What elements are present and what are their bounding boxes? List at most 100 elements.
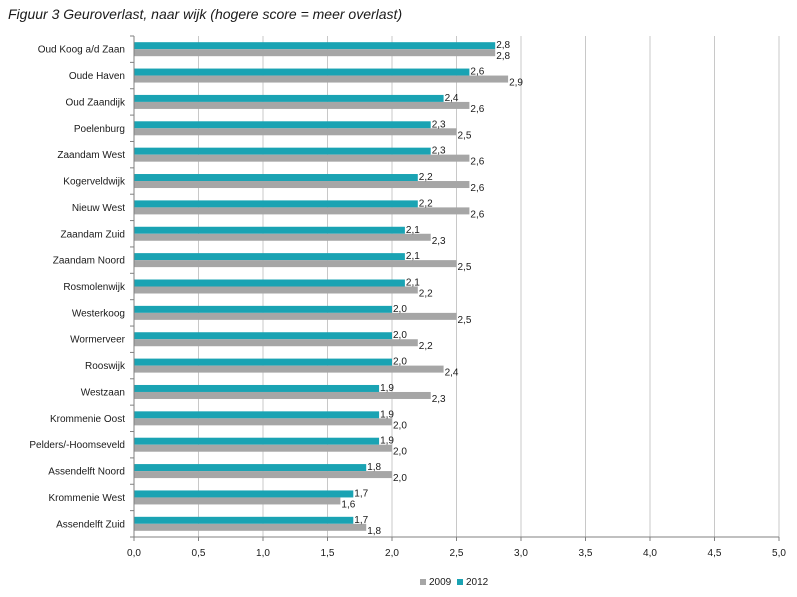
chart-title: Figuur 3 Geuroverlast, naar wijk (hogere… [8,6,403,22]
bars [134,42,509,531]
category-label: Poelenburg [74,124,125,135]
x-tick-label: 2,0 [385,548,399,559]
category-label: Westzaan [81,387,125,398]
value-label-2012: 1,8 [367,462,381,473]
value-label-2009: 1,8 [367,526,381,537]
category-label: Rosmolenwijk [63,282,126,293]
value-label-2012: 2,3 [432,119,446,130]
x-tick-label: 4,0 [643,548,657,559]
bar-2012 [134,358,392,366]
value-label-2009: 2,4 [445,368,459,379]
legend-swatch [457,579,463,585]
value-label-2009: 2,3 [432,236,446,247]
bar-2009 [134,339,418,347]
value-label-2012: 2,0 [393,304,407,315]
category-label: Krommenie West [48,493,125,504]
value-label-2012: 2,2 [419,172,433,183]
legend-label: 2012 [466,577,489,588]
value-label-2009: 2,6 [470,183,484,194]
value-label-2012: 2,1 [406,278,420,289]
value-label-2012: 1,9 [380,436,394,447]
bar-2009 [134,154,470,162]
category-label: Wormerveer [70,335,125,346]
bar-2012 [134,437,380,445]
value-label-2009: 2,3 [432,394,446,405]
bar-2009 [134,75,509,83]
bar-2009 [134,418,392,426]
value-label-2012: 2,1 [406,251,420,262]
category-label: Assendelft Noord [48,467,125,478]
bar-2012 [134,174,418,182]
value-label-2012: 2,1 [406,225,420,236]
x-tick-label: 1,5 [321,548,335,559]
bar-2012 [134,94,444,102]
bar-2009 [134,181,470,189]
bar-2009 [134,497,341,505]
value-label-2012: 2,8 [496,40,510,51]
bar-2009 [134,260,457,268]
bar-2009 [134,233,431,241]
value-label-2012: 1,7 [354,515,368,526]
category-label: Zaandam West [57,150,125,161]
bar-2012 [134,121,431,129]
bar-2012 [134,384,380,392]
value-label-2009: 2,8 [496,51,510,62]
x-tick-label: 3,0 [514,548,528,559]
category-label: Krommenie Oost [50,414,125,425]
category-label: Nieuw West [72,203,125,214]
bar-2012 [134,42,496,50]
x-tick-label: 1,0 [256,548,270,559]
category-label: Oud Koog a/d Zaan [38,45,125,56]
x-tick-labels: 0,0 0,5 1,0 1,5 2,0 2,5 3,0 3,5 4,0 4,5 5,0 [127,548,786,559]
bar-2012 [134,411,380,419]
bar-2012 [134,226,405,234]
value-label-2009: 2,2 [419,341,433,352]
legend-label: 2009 [429,577,452,588]
category-labels: Oud Koog a/d Zaan Oude Haven Oud Zaandijk P… [29,45,126,531]
x-tick-label: 5,0 [772,548,786,559]
bar-2009 [134,391,431,399]
value-label-2009: 2,6 [470,209,484,220]
value-label-2012: 2,0 [393,357,407,368]
category-label: Assendelft Zuid [56,519,125,530]
value-label-2012: 2,0 [393,330,407,341]
value-label-2009: 2,0 [393,473,407,484]
value-label-2012: 2,4 [445,93,459,104]
category-label: Oude Haven [69,71,125,82]
bar-2009 [134,207,470,215]
bar-2012 [134,305,392,313]
value-labels: 2,82,82,62,92,42,62,32,52,32,62,22,62,22… [341,40,523,537]
category-label: Rooswijk [85,361,126,372]
x-tick-label: 0,5 [192,548,206,559]
category-label: Zaandam Zuid [61,229,125,240]
bar-2009 [134,444,392,452]
bar-2012 [134,490,354,498]
value-label-2012: 1,9 [380,409,394,420]
value-label-2012: 2,2 [419,198,433,209]
bar-2012 [134,279,405,287]
category-label: Kogerveldwijk [63,177,126,188]
value-label-2009: 2,6 [470,157,484,168]
value-label-2009: 2,2 [419,289,433,300]
legend: 2009 2012 [420,577,489,588]
axes [130,35,780,541]
x-tick-label: 3,5 [579,548,593,559]
value-label-2009: 2,6 [470,104,484,115]
bar-2009 [134,128,457,136]
legend-swatch [420,579,426,585]
bar-2012 [134,332,392,340]
x-tick-label: 2,5 [450,548,464,559]
bar-2012 [134,200,418,208]
value-label-2009: 2,5 [458,130,472,141]
bar-2009 [134,471,392,479]
value-label-2012: 1,9 [380,383,394,394]
bar-2009 [134,312,457,320]
category-label: Oud Zaandijk [66,97,126,108]
value-label-2012: 1,7 [354,488,368,499]
bar-2012 [134,464,367,472]
category-label: Zaandam Noord [53,256,125,267]
value-label-2009: 2,5 [458,262,472,273]
bar-2009 [134,286,418,294]
x-tick-label: 0,0 [127,548,141,559]
